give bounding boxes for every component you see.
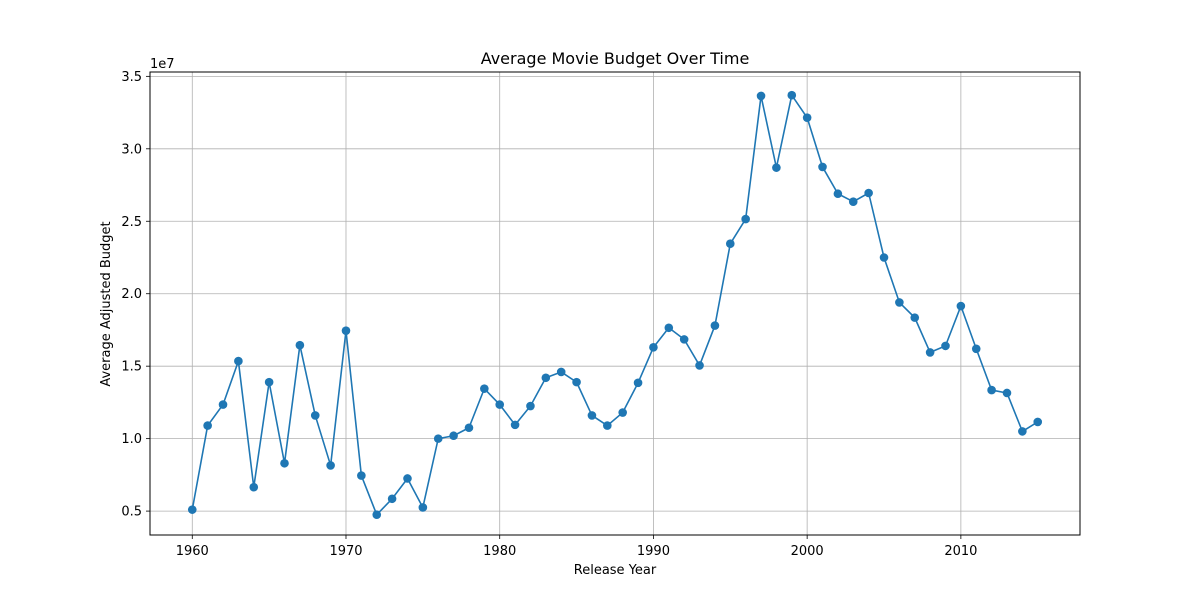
data-point-1961 — [203, 421, 212, 430]
plot-area — [150, 72, 1080, 535]
data-point-2011 — [971, 344, 981, 354]
data-point-1985 — [572, 377, 581, 387]
x-tick-label: 2000 — [791, 544, 824, 559]
data-point-1995 — [725, 239, 735, 249]
data-point-1970 — [341, 326, 351, 335]
data-point-2012 — [987, 385, 996, 395]
data-point-1965 — [264, 377, 274, 387]
series-line-layer — [191, 94, 1039, 516]
data-point-2000 — [802, 113, 812, 122]
chart-title: Average Movie Budget Over Time — [481, 49, 750, 68]
data-point-1986 — [587, 411, 597, 420]
x-axis-label: Release Year — [574, 563, 657, 578]
data-point-1979 — [480, 384, 489, 393]
x-tick-label: 1970 — [329, 544, 362, 559]
y-tick-label: 2.5 — [121, 215, 142, 230]
data-point-2010 — [956, 301, 966, 311]
data-point-2006 — [895, 298, 904, 307]
y-axis-label: Average Adjusted Budget — [99, 221, 114, 386]
data-point-1993 — [695, 361, 704, 370]
x-tick-label: 1960 — [176, 544, 209, 559]
data-point-1990 — [649, 343, 658, 352]
data-point-2015 — [1033, 417, 1043, 427]
data-point-1975 — [418, 503, 428, 512]
data-point-2013 — [1002, 388, 1012, 398]
data-point-1972 — [372, 510, 382, 520]
data-point-1989 — [633, 378, 643, 388]
data-point-1960 — [187, 505, 197, 514]
data-point-1997 — [756, 91, 766, 101]
data-point-1992 — [679, 335, 689, 344]
data-point-1962 — [218, 400, 228, 409]
data-point-2008 — [925, 348, 935, 357]
data-point-1987 — [603, 421, 612, 430]
plot-frame — [149, 71, 1081, 536]
x-tick-label: 2010 — [944, 544, 977, 559]
data-point-2014 — [1018, 427, 1027, 436]
data-point-2005 — [879, 253, 889, 262]
data-point-1974 — [403, 474, 412, 483]
data-point-1973 — [387, 494, 397, 504]
data-point-1984 — [556, 367, 566, 377]
data-point-1996 — [741, 214, 750, 224]
data-point-1963 — [234, 356, 243, 366]
data-point-1967 — [295, 340, 305, 350]
data-point-2003 — [848, 197, 858, 206]
data-point-2002 — [833, 189, 843, 199]
data-point-1988 — [618, 408, 627, 417]
y-tick-label: 3.5 — [121, 70, 142, 85]
x-tick-label: 1990 — [637, 544, 670, 559]
data-point-2001 — [818, 162, 827, 172]
data-points — [187, 90, 1043, 520]
data-point-1971 — [357, 471, 366, 480]
data-point-2004 — [864, 188, 873, 198]
data-point-1991 — [664, 323, 674, 333]
data-point-1969 — [326, 461, 335, 470]
y-tick-label: 0.5 — [121, 505, 142, 520]
data-point-1994 — [710, 321, 720, 330]
data-point-1999 — [787, 90, 797, 100]
y-axis-ticks: 0.5 1.0 1.5 2.0 2.5 3.0 3.5 — [121, 70, 150, 520]
x-tick-label: 1980 — [483, 544, 516, 559]
data-point-1976 — [433, 434, 443, 443]
data-point-1968 — [310, 411, 320, 420]
y-tick-label: 2.0 — [121, 287, 142, 302]
data-point-1983 — [541, 373, 551, 383]
y-tick-label: 1.0 — [121, 432, 142, 447]
data-point-1978 — [464, 423, 474, 433]
y-axis-scale-offset: 1e7 — [150, 57, 175, 72]
y-tick-label: 1.5 — [121, 360, 142, 375]
data-point-1982 — [526, 401, 535, 411]
data-point-1966 — [280, 458, 289, 468]
data-point-2007 — [910, 313, 920, 322]
y-tick-label: 3.0 — [121, 142, 142, 157]
data-point-2009 — [941, 341, 950, 351]
x-axis-ticks: 1960 1970 1980 1990 2000 2010 — [176, 535, 977, 559]
data-point-1980 — [495, 400, 505, 409]
series-line — [191, 94, 1039, 516]
data-point-1964 — [249, 482, 259, 492]
data-point-1981 — [510, 420, 520, 430]
data-point-1977 — [449, 431, 458, 441]
data-point-1998 — [772, 163, 781, 172]
